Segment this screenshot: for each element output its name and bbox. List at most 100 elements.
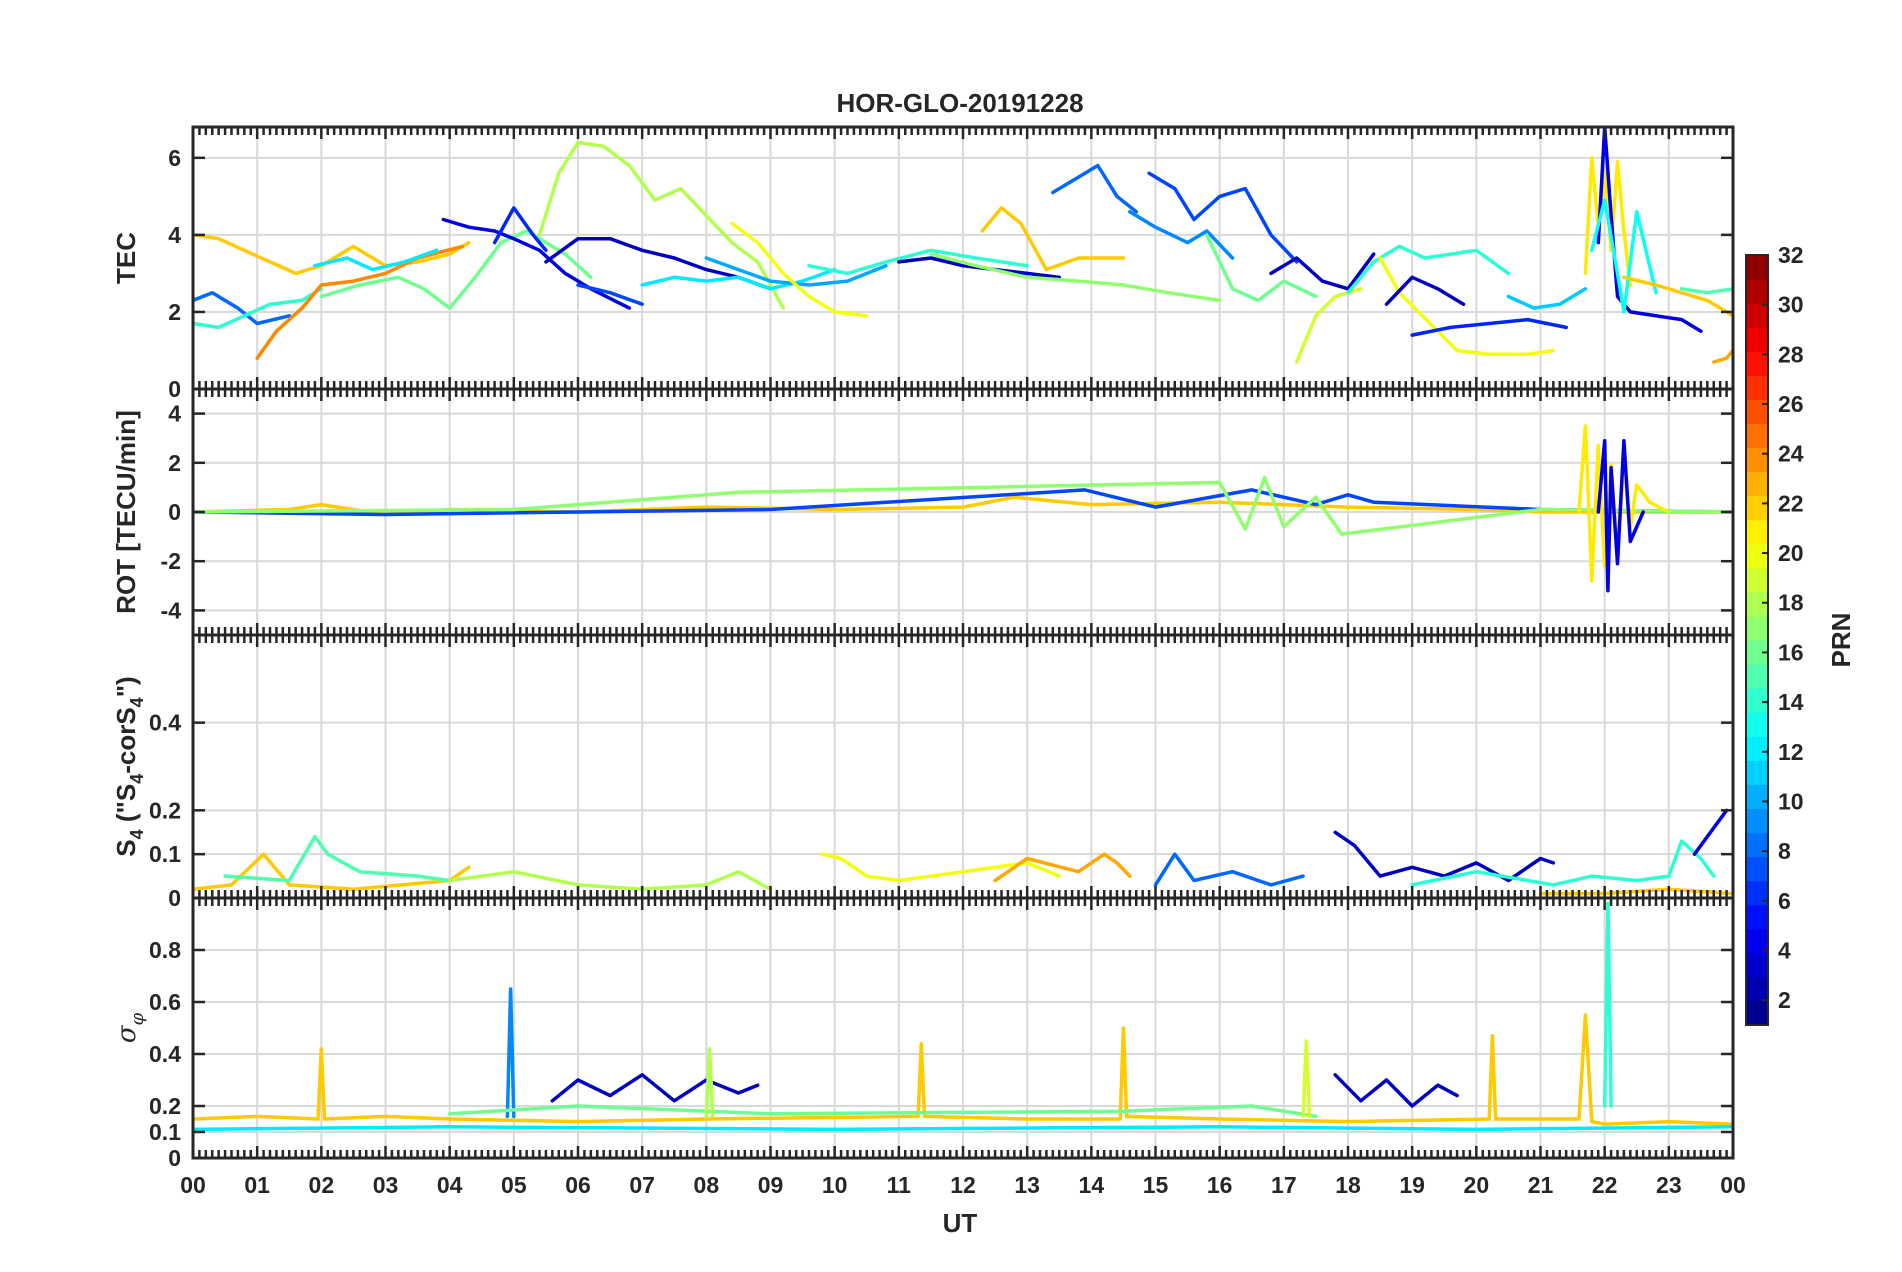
colorbar-cell <box>1746 856 1768 882</box>
y-tick-label: 4 <box>168 401 181 427</box>
series-line-prn-16 <box>319 229 593 310</box>
colorbar-cell <box>1746 351 1768 376</box>
series-line-prn-11 <box>1506 287 1588 310</box>
y-tick-label: 0.4 <box>149 1041 181 1067</box>
colorbar-tick-label: 22 <box>1778 490 1804 516</box>
y-tick-label: 0.1 <box>149 1119 181 1145</box>
series-line-prn-17 <box>929 252 1222 303</box>
colorbar-cell <box>1746 471 1768 497</box>
colorbar-tick-label: 2 <box>1778 987 1791 1013</box>
figure-title: HOR-GLO-20191228 <box>836 88 1083 118</box>
x-axis-title: UT <box>943 1208 978 1238</box>
colorbar-cell <box>1746 904 1768 930</box>
series-line-prn-9 <box>505 987 516 1119</box>
colorbar-cell <box>1746 688 1768 713</box>
colorbar-cell <box>1746 303 1768 328</box>
x-tick-label: 15 <box>1143 1172 1169 1198</box>
tec-panel: 0 2 4 6 TEC <box>111 125 1735 402</box>
colorbar-tick-label: 24 <box>1778 441 1804 467</box>
x-tick-label: 10 <box>822 1172 848 1198</box>
colorbar-cell <box>1746 784 1768 810</box>
series-line-prn-15 <box>1679 287 1733 295</box>
series-line-prn-3 <box>1384 275 1466 306</box>
y-tick-label: 0.6 <box>149 989 181 1015</box>
x-tick-label: 01 <box>244 1172 270 1198</box>
x-tick-label: 11 <box>887 1172 912 1198</box>
s4-panel: 0 0.1 0.2 0.4S4​ ("S4​-corS4​") <box>111 633 1735 911</box>
series-line-prn-7 <box>193 488 1733 517</box>
colorbar-cell <box>1746 279 1768 304</box>
y-tick-label: 2 <box>168 450 181 476</box>
x-tick-labels: 00 01 02 03 04 05 06 07 08 09 10 11 12 13 14 15 16 17 18 19… <box>180 1172 1746 1198</box>
series-line-prn-18 <box>704 1047 715 1119</box>
colorbar-cell <box>1746 447 1768 473</box>
series-line-prn-14 <box>193 287 324 330</box>
y-tick-label: 0 <box>168 885 181 911</box>
y-axis-title: σφ <box>112 1012 148 1043</box>
series-line-prn-13 <box>1590 198 1658 314</box>
series-line-prn-8 <box>1051 163 1139 214</box>
colorbar-cell <box>1746 760 1768 785</box>
series-line-prn-16 <box>447 1104 1318 1119</box>
colorbar-cell <box>1746 519 1768 545</box>
series-line-prn-14 <box>1602 901 1613 1108</box>
colorbar-tick-label: 32 <box>1778 242 1804 268</box>
colorbar-cell <box>1746 880 1768 906</box>
colorbar-cell <box>1746 591 1768 617</box>
series-line-prn-3 <box>1333 830 1556 883</box>
y-tick-label: 0 <box>168 1145 181 1171</box>
series-line-prn-19 <box>1301 1039 1312 1119</box>
y-tick-label: 0.2 <box>149 797 181 823</box>
series-line-prn-3 <box>544 236 773 291</box>
colorbar-tick-label: 28 <box>1778 341 1804 367</box>
x-tick-label: 06 <box>565 1172 591 1198</box>
colorbar-tick-label: 12 <box>1778 739 1804 765</box>
y-tick-label: 0.1 <box>149 841 181 867</box>
x-tick-label: 16 <box>1207 1172 1233 1198</box>
x-tick-label: 07 <box>629 1172 655 1198</box>
colorbar-cell <box>1746 808 1768 834</box>
colorbar-cell <box>1746 832 1768 858</box>
colorbar-cell <box>1746 375 1768 400</box>
series-line-prn-9 <box>1128 210 1235 260</box>
y-tick-label: 4 <box>168 222 181 248</box>
rot-panel: -4 -2 0 2 4 ROT [TECU/min] <box>111 387 1735 637</box>
colorbar-label: PRN <box>1826 613 1856 668</box>
x-tick-label: 13 <box>1014 1172 1040 1198</box>
x-tick-label: 14 <box>1079 1172 1105 1198</box>
y-tick-label: -2 <box>161 548 181 574</box>
series-line-prn-4 <box>1596 438 1645 593</box>
y-tick-label: 0.2 <box>149 1093 181 1119</box>
series-line-prn-3 <box>550 1073 760 1103</box>
colorbar-cell <box>1746 423 1768 449</box>
colorbar-tick-label: 16 <box>1778 639 1804 665</box>
y-axis-title: S4​ ("S4​-corS4​") <box>111 676 147 856</box>
axes-frame <box>191 896 1735 1160</box>
colorbar-cell <box>1746 543 1768 569</box>
series-line-prn-8 <box>193 290 292 326</box>
colorbar-cell <box>1746 928 1768 954</box>
colorbar-cell <box>1746 1000 1768 1026</box>
colorbar-cell <box>1746 640 1768 665</box>
colorbar-cell <box>1746 615 1768 641</box>
series-line-prn-15 <box>223 834 452 883</box>
colorbar-cell <box>1746 664 1768 689</box>
colorbar-tick-label: 8 <box>1778 838 1791 864</box>
x-tick-label: 02 <box>309 1172 335 1198</box>
x-tick-label: 00 <box>1720 1172 1746 1198</box>
y-axis-title: TEC <box>111 232 141 284</box>
x-tick-label: 09 <box>758 1172 784 1198</box>
colorbar-cell <box>1746 976 1768 1002</box>
x-tick-label: 23 <box>1656 1172 1682 1198</box>
series-line-prn-3 <box>1333 1073 1459 1108</box>
series-line-prn-20 <box>1378 256 1556 357</box>
y-tick-label: 0.8 <box>149 937 181 963</box>
x-tick-label: 18 <box>1335 1172 1361 1198</box>
series-line-prn-12 <box>640 267 837 291</box>
x-tick-label: 00 <box>180 1172 206 1198</box>
colorbar-cell <box>1746 399 1768 425</box>
series-line-prn-3 <box>1269 252 1376 291</box>
series-line-prn-22 <box>193 1013 1733 1126</box>
